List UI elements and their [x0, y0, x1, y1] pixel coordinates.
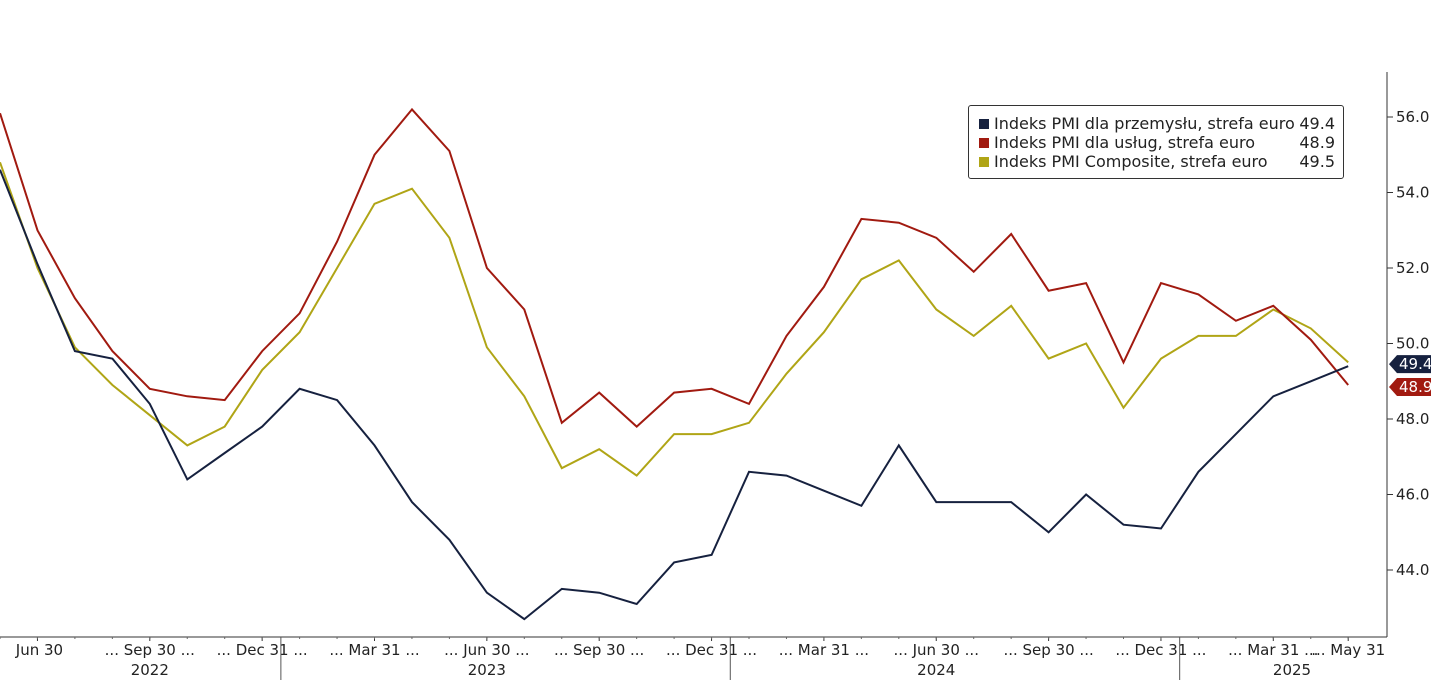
series-line-2 [0, 161, 1349, 477]
y-axis: 44.0 46.0 48.0 50.0 52.0 54.0 56.0 [1386, 72, 1429, 637]
series-layer [0, 107, 1349, 621]
legend-label-composite: Indeks PMI Composite, strefa euro [994, 152, 1268, 171]
x-tick-label: ... Mar 31 ... [329, 641, 419, 659]
x-tick-label: ... Mar 31 ... [779, 641, 869, 659]
x-tick-label: ... Mar 31 ... [1228, 641, 1318, 659]
x-tick-label: ... Dec 31 ... [217, 641, 308, 659]
legend-item-manufacturing: Indeks PMI dla przemysłu, strefa euro 49… [979, 114, 1335, 133]
year-label: 2025 [1273, 661, 1311, 679]
end-label-badge-1 [1389, 378, 1431, 397]
legend-value-services: 48.9 [1299, 133, 1335, 152]
year-label: 2023 [468, 661, 506, 679]
x-tick-label: ... Sep 30 ... [1003, 641, 1093, 659]
x-tick-label: ... Sep 30 ... [105, 641, 195, 659]
x-axis: Jun 30 ... Sep 30 ... ... Dec 31 ... ... Ma… [0, 636, 1387, 680]
x-tick-label: ... Jun 30 ... [444, 641, 529, 659]
end-label-badge-0 [1389, 355, 1431, 374]
y-tick-label: 56.0 [1396, 108, 1429, 126]
year-label: 2024 [917, 661, 955, 679]
end-label-text-1: 48.9 [1399, 378, 1431, 396]
x-tick-label: ... Dec 31 ... [1115, 641, 1206, 659]
series-line-1 [0, 107, 1349, 428]
y-tick-label: 54.0 [1396, 184, 1429, 202]
x-tick-label: ... Jun 30 ... [894, 641, 979, 659]
legend-item-services: Indeks PMI dla usług, strefa euro 48.9 [979, 133, 1335, 152]
legend-label-manufacturing: Indeks PMI dla przemysłu, strefa euro [994, 114, 1295, 133]
legend-swatch-services [979, 137, 989, 148]
legend-value-composite: 49.5 [1299, 152, 1335, 171]
end-value-labels: 49.4 48.9 [1389, 355, 1431, 397]
y-tick-label: 52.0 [1396, 259, 1429, 277]
legend-swatch-composite [979, 156, 989, 167]
year-label: 2022 [131, 661, 169, 679]
y-tick-label: 48.0 [1396, 410, 1429, 428]
y-tick-label: 44.0 [1396, 561, 1429, 579]
x-tick-label: Jun 30 [15, 641, 63, 659]
x-tick-label: ... Dec 31 ... [666, 641, 757, 659]
x-tick-label: ... May 31 [1311, 641, 1385, 659]
end-label-text-0: 49.4 [1399, 355, 1431, 373]
x-tick-label: ... Sep 30 ... [554, 641, 644, 659]
legend-swatch-manufacturing [979, 118, 989, 129]
legend-label-services: Indeks PMI dla usług, strefa euro [994, 133, 1255, 152]
y-tick-label: 50.0 [1396, 335, 1429, 353]
y-tick-label: 46.0 [1396, 486, 1429, 504]
legend-item-composite: Indeks PMI Composite, strefa euro 49.5 [979, 152, 1335, 171]
legend-value-manufacturing: 49.4 [1299, 114, 1335, 133]
series-line-0 [0, 169, 1349, 621]
legend: Indeks PMI dla przemysłu, strefa euro 49… [968, 105, 1344, 179]
